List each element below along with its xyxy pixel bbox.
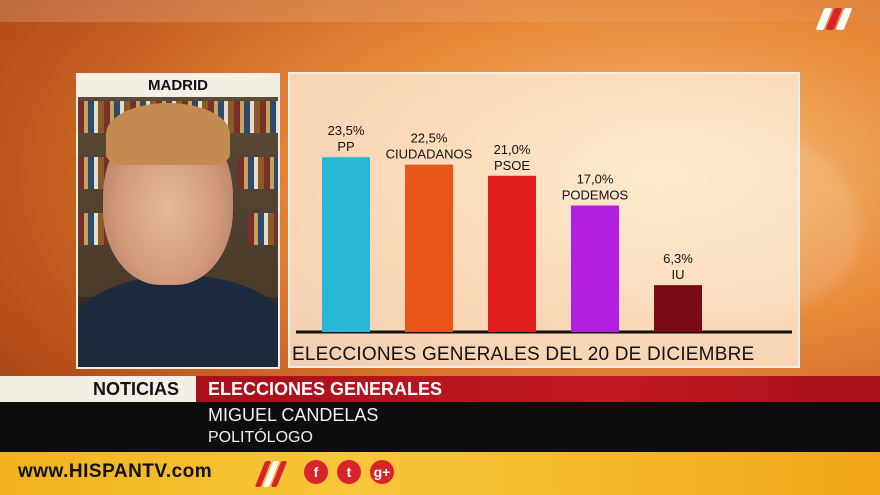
footer-bar — [0, 452, 880, 495]
bar-pp — [322, 157, 370, 332]
ticker-bar: NOTICIAS ELECCIONES GENERALES — [0, 376, 880, 402]
category-label: CIUDADANOS — [386, 147, 473, 162]
twitter-icon[interactable]: t — [337, 460, 361, 484]
guest-name: MIGUEL CANDELAS — [208, 405, 379, 425]
top-strip — [0, 0, 880, 22]
category-label: PP — [337, 139, 354, 154]
video-feed: MADRID — [76, 73, 280, 369]
value-label: 23,5% — [328, 123, 365, 138]
bar-podemos — [571, 205, 619, 332]
footer-logo-icon — [254, 458, 288, 490]
results-chart: PP 23,5% CIUDADANOS 22,5% PSOE 21,0% PODEMOS 17… — [288, 72, 800, 368]
guest-name-bar — [0, 402, 880, 452]
google-plus-icon[interactable]: g+ — [370, 460, 394, 484]
bar-ciudadanos — [405, 164, 453, 332]
category-label: IU — [672, 267, 685, 282]
value-label: 17,0% — [577, 172, 614, 187]
value-label: 21,0% — [494, 142, 531, 157]
guest-body — [78, 275, 278, 367]
ticker-left-spacer — [0, 376, 76, 402]
section-badge: NOTICIAS — [76, 376, 196, 402]
facebook-icon[interactable]: f — [304, 460, 328, 484]
guest-role: POLITÓLOGO — [208, 429, 313, 446]
guest-hair — [106, 103, 230, 165]
category-label: PSOE — [494, 158, 530, 173]
chart-title: ELECCIONES GENERALES DEL 20 DE DICIEMBRE — [292, 344, 755, 365]
category-label: PODEMOS — [562, 188, 629, 203]
bar-psoe — [488, 175, 536, 332]
website-link[interactable]: www.HISPANTV.com — [18, 461, 213, 482]
location-label: MADRID — [78, 75, 278, 97]
topic-headline: ELECCIONES GENERALES — [196, 376, 880, 402]
bar-iu — [654, 285, 702, 332]
channel-logo-icon — [815, 8, 856, 32]
value-label: 22,5% — [411, 131, 448, 146]
value-label: 6,3% — [663, 251, 693, 266]
